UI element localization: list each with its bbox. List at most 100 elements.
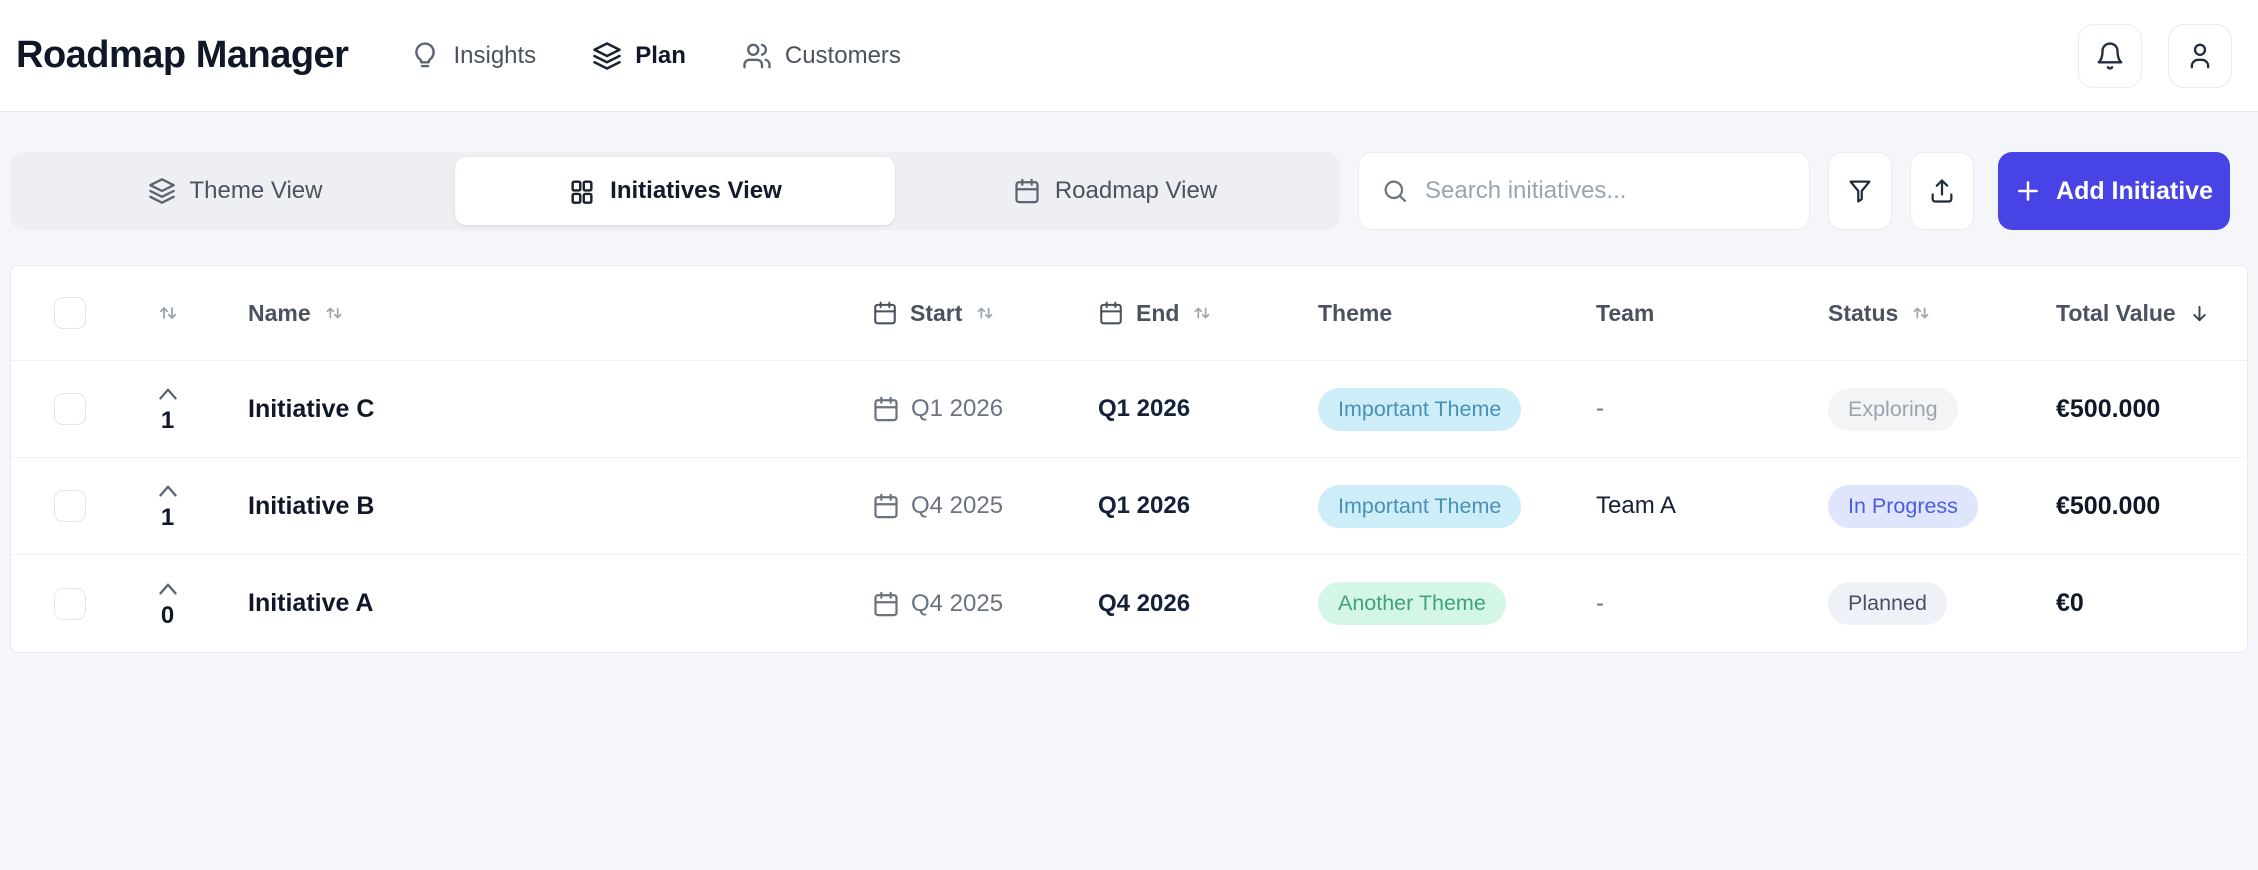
start-quarter: Q4 2025	[911, 589, 1004, 617]
calendar-icon	[872, 395, 900, 423]
plus-icon	[2015, 178, 2041, 204]
grid-icon	[568, 177, 596, 205]
start-quarter: Q1 2026	[911, 395, 1004, 422]
column-header-name[interactable]: Name	[230, 300, 860, 327]
theme-badge: Important Theme	[1318, 484, 1522, 528]
column-header-team: Team	[1596, 299, 1655, 326]
tab-theme-view[interactable]: Theme View	[15, 157, 455, 225]
content-area: Theme View Initiatives View Roadmap View	[0, 112, 2258, 653]
initiative-name: Initiative C	[248, 394, 375, 423]
vote-widget: 0	[155, 578, 181, 630]
table-header-row: Name Start End	[11, 266, 2247, 361]
filter-button[interactable]	[1828, 152, 1892, 230]
total-value: €500.000	[2056, 491, 2161, 520]
calendar-icon	[872, 300, 898, 326]
chevron-up-icon	[155, 578, 181, 598]
start-cell: Q4 2025	[872, 492, 1003, 520]
chevron-up-icon	[155, 383, 181, 403]
search-input[interactable]	[1425, 177, 1787, 205]
calendar-icon	[1098, 300, 1124, 326]
row-checkbox[interactable]	[54, 393, 86, 425]
column-header-theme: Theme	[1318, 299, 1393, 326]
sort-icon	[1191, 302, 1213, 324]
upvote-button[interactable]	[155, 383, 181, 406]
notifications-button[interactable]	[2078, 23, 2142, 88]
initiative-name: Initiative B	[248, 491, 375, 520]
users-icon	[742, 41, 772, 71]
nav-item-plan[interactable]: Plan	[592, 41, 686, 71]
upvote-button[interactable]	[155, 480, 181, 503]
theme-badge: Important Theme	[1318, 387, 1522, 431]
table-row[interactable]: 1 Initiative B Q4 2025 Q1 2026 Important…	[11, 458, 2247, 555]
export-button[interactable]	[1910, 152, 1974, 230]
initiatives-table: Name Start End	[10, 265, 2248, 653]
arrow-down-icon	[2188, 302, 2211, 325]
select-all-checkbox[interactable]	[54, 297, 86, 329]
tab-label: Theme View	[189, 177, 323, 204]
nav-item-customers[interactable]: Customers	[742, 41, 901, 71]
sort-icon	[974, 302, 996, 324]
top-bar: Roadmap Manager Insights Plan Customers	[0, 0, 2258, 112]
layers-icon	[148, 177, 176, 205]
add-initiative-label: Add Initiative	[2056, 176, 2213, 205]
sort-icon	[1910, 302, 1932, 324]
user-icon	[2185, 41, 2215, 71]
end-quarter: Q1 2026	[1098, 492, 1191, 519]
table-body: 1 Initiative C Q1 2026 Q1 2026 Important…	[11, 361, 2247, 652]
calendar-icon	[872, 492, 900, 520]
bell-icon	[2095, 41, 2125, 71]
vote-count: 1	[160, 407, 175, 434]
team-name: -	[1596, 395, 1604, 422]
nav-label: Insights	[453, 41, 537, 69]
tab-initiatives-view[interactable]: Initiatives View	[455, 157, 895, 225]
table-row[interactable]: 1 Initiative C Q1 2026 Q1 2026 Important…	[11, 361, 2247, 458]
topbar-actions	[2078, 23, 2232, 88]
chevron-up-icon	[155, 480, 181, 500]
total-value: €0	[2056, 589, 2084, 617]
nav-item-insights[interactable]: Insights	[410, 41, 536, 71]
status-badge: Exploring	[1828, 387, 1958, 431]
toolbar: Theme View Initiatives View Roadmap View	[10, 152, 2248, 230]
vote-widget: 1	[155, 383, 181, 435]
vote-count: 1	[160, 504, 175, 531]
search-box	[1358, 152, 1810, 230]
row-checkbox[interactable]	[54, 490, 86, 522]
column-header-status[interactable]: Status	[1820, 300, 2048, 327]
upload-icon	[1928, 177, 1956, 205]
upvote-button[interactable]	[155, 578, 181, 601]
column-header-end[interactable]: End	[1090, 300, 1310, 327]
table-row[interactable]: 0 Initiative A Q4 2025 Q4 2026 Another T…	[11, 555, 2247, 652]
search-icon	[1381, 177, 1409, 205]
tab-label: Initiatives View	[610, 177, 782, 204]
end-quarter: Q4 2026	[1098, 589, 1191, 617]
tab-roadmap-view[interactable]: Roadmap View	[895, 157, 1335, 225]
end-quarter: Q1 2026	[1098, 395, 1191, 422]
vote-count: 0	[160, 601, 175, 629]
main-nav: Insights Plan Customers	[410, 41, 901, 71]
column-header-total-value[interactable]: Total Value	[2048, 300, 2223, 327]
start-cell: Q4 2025	[872, 590, 1003, 618]
nav-label: Plan	[635, 41, 686, 69]
start-quarter: Q4 2025	[911, 492, 1004, 519]
view-switcher: Theme View Initiatives View Roadmap View	[10, 152, 1340, 230]
theme-badge: Another Theme	[1318, 582, 1506, 625]
filter-funnel-icon	[1846, 177, 1874, 205]
column-header-start[interactable]: Start	[860, 300, 1090, 327]
start-cell: Q1 2026	[872, 395, 1003, 423]
calendar-icon	[872, 590, 900, 618]
app-title: Roadmap Manager	[16, 34, 349, 76]
status-badge: Planned	[1828, 582, 1947, 625]
team-name: Team A	[1596, 492, 1677, 519]
status-badge: In Progress	[1828, 484, 1978, 528]
calendar-icon	[1013, 177, 1041, 205]
sort-votes-icon[interactable]	[156, 301, 180, 325]
initiative-name: Initiative A	[248, 589, 374, 617]
nav-label: Customers	[784, 41, 901, 69]
row-checkbox[interactable]	[54, 587, 86, 620]
profile-button[interactable]	[2168, 23, 2232, 88]
tab-label: Roadmap View	[1054, 177, 1218, 204]
total-value: €500.000	[2056, 394, 2161, 423]
add-initiative-button[interactable]: Add Initiative	[1998, 152, 2230, 230]
lightbulb-icon	[410, 41, 440, 71]
vote-widget: 1	[155, 480, 181, 532]
